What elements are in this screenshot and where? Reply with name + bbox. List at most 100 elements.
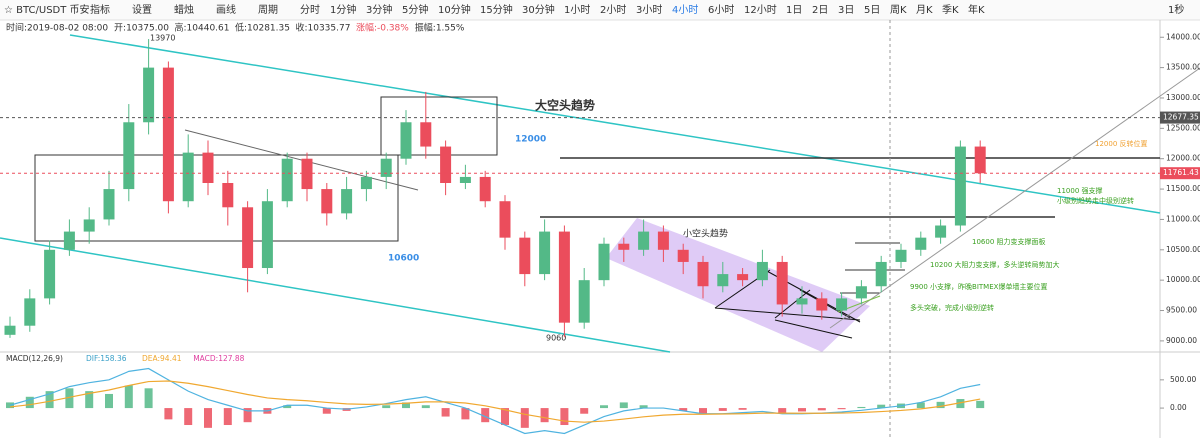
candle-body: [875, 261, 887, 287]
candle-body: [420, 122, 432, 147]
candle-body: [360, 176, 372, 190]
candle-body: [915, 237, 927, 250]
y-tick-label: 12500.00: [1166, 123, 1200, 132]
candle-body: [974, 146, 986, 174]
candle-body: [598, 243, 610, 281]
toolbar-button[interactable]: 画线: [216, 3, 236, 16]
candle-body: [816, 298, 828, 311]
y-tick-label: 13500.00: [1166, 63, 1200, 72]
toolbar-button[interactable]: 周期: [258, 4, 278, 16]
period-button[interactable]: 月K: [916, 4, 933, 16]
macd-bar: [25, 396, 34, 409]
annotation: 9900 小支撑，昨晚BITMEX爆单墙主要位置: [910, 282, 1047, 291]
macd-bar: [778, 408, 787, 413]
macd-bar: [421, 405, 430, 409]
macd-bar: [976, 400, 985, 409]
toolbar-button[interactable]: 指标: [90, 3, 110, 16]
macd-legend: DEA:94.41: [142, 354, 182, 363]
candles: [4, 39, 986, 338]
candle-body: [855, 286, 867, 299]
period-button[interactable]: 2日: [812, 5, 828, 16]
macd-bar: [223, 408, 232, 426]
candle-body: [440, 146, 452, 183]
price-tag-label: 11761.43: [1163, 168, 1199, 177]
range-box: [380, 96, 498, 156]
period-button[interactable]: 周K: [890, 4, 907, 16]
period-button[interactable]: 3小时: [636, 4, 662, 16]
annotation: 10200 大阻力变支撑，多头逆转局势加大: [930, 260, 1060, 269]
price-tag: [1160, 167, 1200, 180]
period-button[interactable]: 30分钟: [522, 3, 555, 16]
info: 开:10375.00: [114, 23, 169, 34]
candle-body: [479, 176, 491, 202]
candle-body: [281, 158, 293, 202]
toolbar-right[interactable]: 1秒: [1168, 3, 1184, 16]
macd-bar: [382, 405, 391, 409]
y-tick-label: 11500.00: [1166, 184, 1200, 193]
range-box: [34, 154, 399, 242]
candle-body: [558, 231, 570, 323]
macd-bar: [857, 406, 866, 409]
annotation: 小空头趋势: [683, 228, 728, 240]
candle-body: [261, 201, 273, 269]
price-tag: [1160, 111, 1200, 124]
y-tick-label: 11000.00: [1166, 214, 1200, 223]
macd-line: [9, 367, 981, 435]
period-button[interactable]: 年K: [968, 3, 985, 16]
period-button[interactable]: 分时: [300, 4, 320, 16]
candle-body: [123, 122, 135, 190]
period-button[interactable]: 1分钟: [330, 3, 356, 16]
annotation: 11000 强支撑: [1057, 186, 1103, 195]
candle-body: [44, 249, 56, 299]
toolbar-button[interactable]: 蜡烛: [174, 3, 194, 16]
macd-bar: [402, 402, 410, 409]
candle-body: [400, 122, 412, 159]
period-button[interactable]: 4小时: [672, 4, 698, 16]
period-button[interactable]: 6小时: [708, 4, 734, 16]
period-button[interactable]: 10分钟: [438, 3, 471, 16]
y-tick-label: 14000.00: [1166, 32, 1200, 41]
macd-bar: [85, 391, 94, 409]
period-button[interactable]: 3分钟: [366, 3, 392, 16]
period-button[interactable]: 1日: [786, 5, 802, 16]
period-button[interactable]: 12小时: [744, 4, 777, 16]
candle-body: [836, 298, 848, 311]
macd-bar: [619, 402, 628, 409]
period-button[interactable]: 3日: [838, 5, 854, 16]
candle-body: [895, 249, 907, 262]
candle-body: [677, 249, 689, 262]
triangle-line: [774, 319, 853, 339]
macd-bar: [679, 408, 688, 411]
info: 振幅:1.55%: [415, 22, 465, 34]
macd-bar: [283, 405, 292, 409]
annotation: 小级别趋势走中级别逆转: [1057, 196, 1134, 205]
candle-body: [143, 67, 155, 123]
macd-bar: [144, 388, 153, 409]
candle-body: [242, 207, 254, 269]
macd-bar: [738, 408, 747, 410]
period-button[interactable]: 季K: [942, 4, 959, 16]
candle-body: [499, 201, 511, 238]
candle-body: [222, 182, 234, 208]
triangle-line: [774, 289, 811, 319]
macd-bar: [322, 408, 331, 414]
period-button[interactable]: 15分钟: [480, 3, 513, 16]
period-button[interactable]: 1小时: [564, 4, 590, 16]
candle-body: [301, 158, 313, 190]
candle-body: [103, 189, 115, 220]
macd-bar: [936, 401, 945, 409]
trend-line: [69, 34, 1161, 214]
macd-bar: [540, 408, 549, 423]
period-button[interactable]: 5分钟: [402, 3, 428, 16]
candle-body: [202, 152, 214, 183]
symbol[interactable]: ☆ BTC/USDT 币安: [4, 3, 90, 16]
toolbar-button[interactable]: 设置: [132, 4, 152, 16]
info: 低:10281.35: [235, 22, 290, 34]
macd-bar: [243, 408, 252, 423]
y-tick-label: 9500.00: [1166, 306, 1197, 315]
period-button[interactable]: 5日: [864, 5, 880, 16]
candle-body: [954, 146, 966, 226]
period-button[interactable]: 2小时: [600, 4, 626, 16]
macd-bar: [481, 408, 490, 423]
